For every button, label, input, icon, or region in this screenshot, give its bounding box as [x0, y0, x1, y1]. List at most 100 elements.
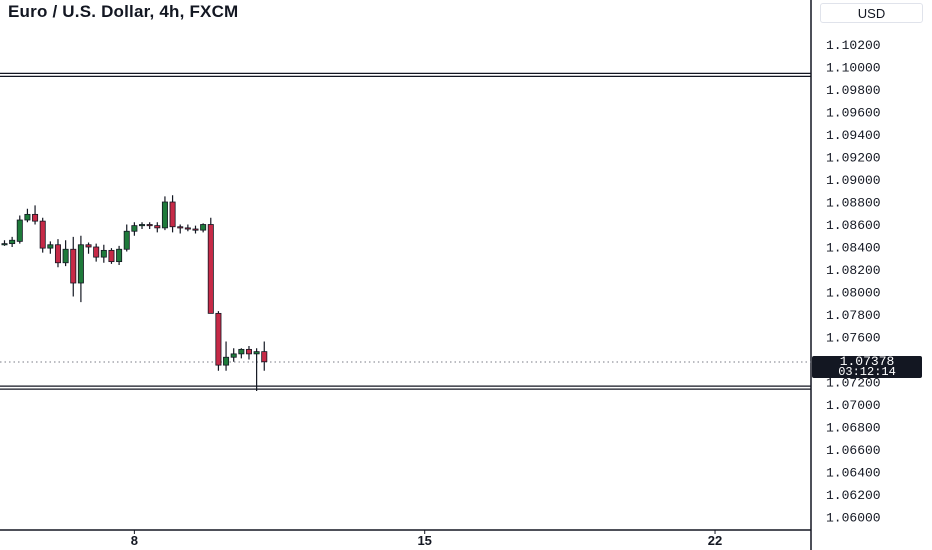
price-tick-label: 1.06600 — [826, 443, 881, 458]
candle-body-down — [207, 224, 214, 314]
candle — [200, 223, 207, 233]
candle-body-up — [200, 224, 207, 231]
current-price-label: 1.07378 — [839, 354, 895, 369]
price-tick-label: 1.06400 — [826, 466, 881, 481]
price-axis[interactable]: 1.10200 1.10000 1.09800 1.09600 1.09400 1.092… — [826, 38, 881, 526]
candle-body-down — [177, 226, 184, 229]
candle-body-down — [93, 246, 100, 258]
candles — [1, 195, 268, 391]
candle-body-down — [85, 244, 92, 248]
candle — [192, 225, 199, 234]
price-tick-label: 1.06000 — [826, 511, 881, 526]
candle — [139, 222, 146, 229]
horizontal-levels — [0, 72, 811, 390]
candle-body-up — [1, 243, 8, 246]
candle-body-up — [161, 201, 168, 229]
candle-body-up — [77, 244, 84, 284]
candle-body-up — [238, 348, 245, 355]
candle-body-down — [192, 228, 199, 231]
candle-body-down — [245, 348, 252, 355]
current-price-badge: 1.07378 03:12:14 — [812, 354, 922, 379]
candle — [32, 205, 39, 225]
candle-body-down — [108, 249, 115, 263]
candle — [169, 195, 176, 233]
candle-body-up — [47, 244, 54, 249]
price-tick-label: 1.08000 — [826, 286, 881, 301]
price-tick-label: 1.07000 — [826, 398, 881, 413]
candle — [184, 224, 191, 232]
candle — [70, 236, 77, 297]
candle — [207, 217, 214, 314]
candle-body-down — [154, 225, 161, 229]
candle-body-up — [100, 249, 107, 258]
time-axis[interactable]: 8 15 22 — [131, 530, 722, 548]
time-tick-label: 15 — [417, 533, 431, 548]
candle — [215, 311, 222, 371]
price-tick-label: 1.07600 — [826, 331, 881, 346]
candle — [230, 348, 237, 362]
price-tick-label: 1.07200 — [826, 376, 881, 391]
price-tick-label: 1.08400 — [826, 241, 881, 256]
candle-body-down — [146, 224, 153, 227]
price-tick-label: 1.09800 — [826, 83, 881, 98]
price-tick-label: 1.08200 — [826, 263, 881, 278]
candle — [238, 348, 245, 359]
candle — [47, 241, 54, 254]
price-tick-label: 1.07800 — [826, 308, 881, 323]
candle-body-up — [253, 351, 260, 355]
candle — [77, 235, 84, 303]
currency-button[interactable]: USD — [820, 3, 923, 23]
candle-body-down — [215, 312, 222, 366]
candle — [1, 240, 8, 246]
candle — [261, 341, 268, 371]
candle — [93, 243, 100, 262]
candle — [54, 239, 61, 268]
price-tick-label: 1.09000 — [826, 173, 881, 188]
candle-body-up — [139, 224, 146, 227]
candle-body-down — [39, 220, 46, 249]
price-tick-label: 1.09600 — [826, 106, 881, 121]
candle — [131, 222, 138, 236]
bar-countdown-label: 03:12:14 — [838, 365, 896, 379]
candle — [85, 242, 92, 254]
candle — [39, 217, 46, 253]
candle-body-up — [131, 225, 138, 232]
price-tick-label: 1.09200 — [826, 151, 881, 166]
price-tick-label: 1.08800 — [826, 196, 881, 211]
candle — [108, 248, 115, 264]
candle — [245, 346, 252, 360]
time-tick-label: 22 — [708, 533, 722, 548]
candle — [123, 224, 130, 252]
candle — [9, 236, 16, 247]
candle — [177, 224, 184, 234]
candle-body-up — [116, 248, 123, 263]
candle — [253, 348, 260, 391]
candle-body-up — [9, 239, 16, 245]
chart-title: Euro / U.S. Dollar, 4h, FXCM — [8, 2, 239, 21]
candle-body-up — [16, 219, 23, 242]
candle-body-down — [70, 248, 77, 284]
candle — [146, 222, 153, 229]
price-tick-label: 1.09400 — [826, 128, 881, 143]
candle — [161, 196, 168, 231]
candle-body-up — [62, 248, 69, 264]
candle — [100, 244, 107, 263]
candle-body-up — [24, 213, 31, 221]
candle — [24, 208, 31, 223]
candle-body-down — [169, 201, 176, 228]
price-tick-label: 1.08600 — [826, 218, 881, 233]
time-tick-label: 8 — [131, 533, 138, 548]
price-tick-label: 1.06800 — [826, 421, 881, 436]
candle-body-down — [32, 213, 39, 222]
candle-body-up — [123, 230, 130, 250]
candle — [154, 222, 161, 233]
candle — [16, 215, 23, 244]
candle — [223, 341, 230, 371]
candle-body-down — [261, 351, 268, 363]
price-tick-label: 1.10200 — [826, 38, 881, 53]
candle — [62, 240, 69, 267]
price-tick-label: 1.10000 — [826, 61, 881, 76]
candle-body-down — [54, 244, 61, 264]
candle — [116, 245, 123, 265]
